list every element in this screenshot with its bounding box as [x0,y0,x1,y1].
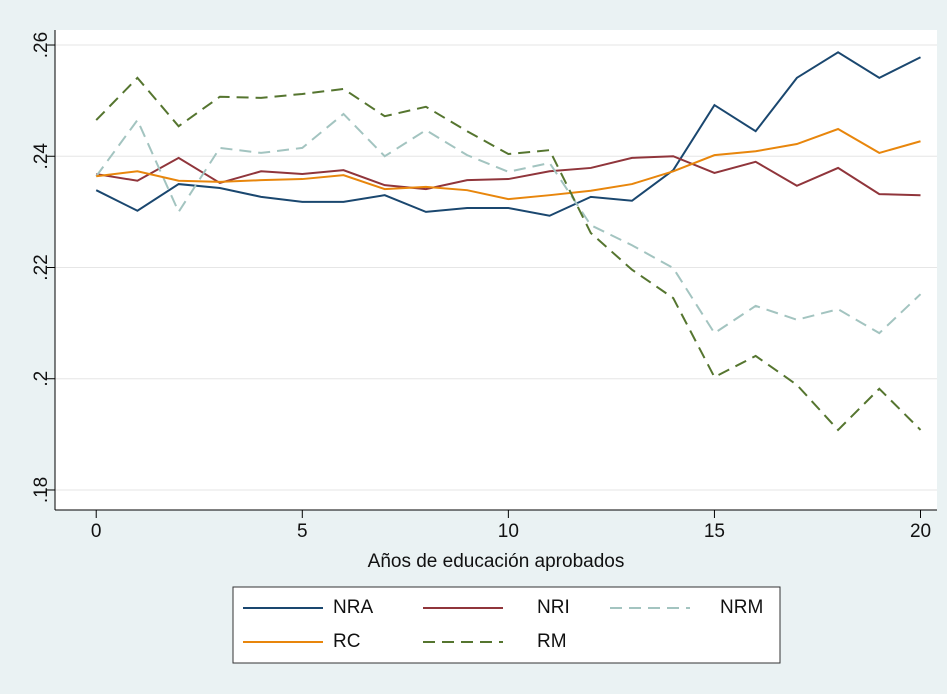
y-tick-label: .26 [31,32,52,58]
x-tick-label: 20 [910,521,931,542]
series-line [95,51,921,217]
legend-label: NRA [333,597,373,618]
y-tick-label: .22 [31,254,52,280]
legend-label: NRI [537,597,570,618]
legend-label: NRM [720,597,763,618]
y-tick-label: .2 [31,371,52,387]
x-axis-label: Años de educación aprobados [368,551,625,572]
x-tick-label: 15 [704,521,725,542]
x-tick-label: 0 [91,521,102,542]
legend-label: RC [333,631,360,652]
plot-area [55,30,937,510]
y-tick-label: .18 [31,477,52,503]
x-tick-label: 5 [297,521,308,542]
y-tick-label: .24 [31,143,52,170]
series-line [95,76,922,432]
series-line [96,127,921,201]
series-line [96,155,921,197]
legend-label: RM [537,631,567,652]
legend [232,586,781,664]
x-tick-label: 10 [498,521,519,542]
